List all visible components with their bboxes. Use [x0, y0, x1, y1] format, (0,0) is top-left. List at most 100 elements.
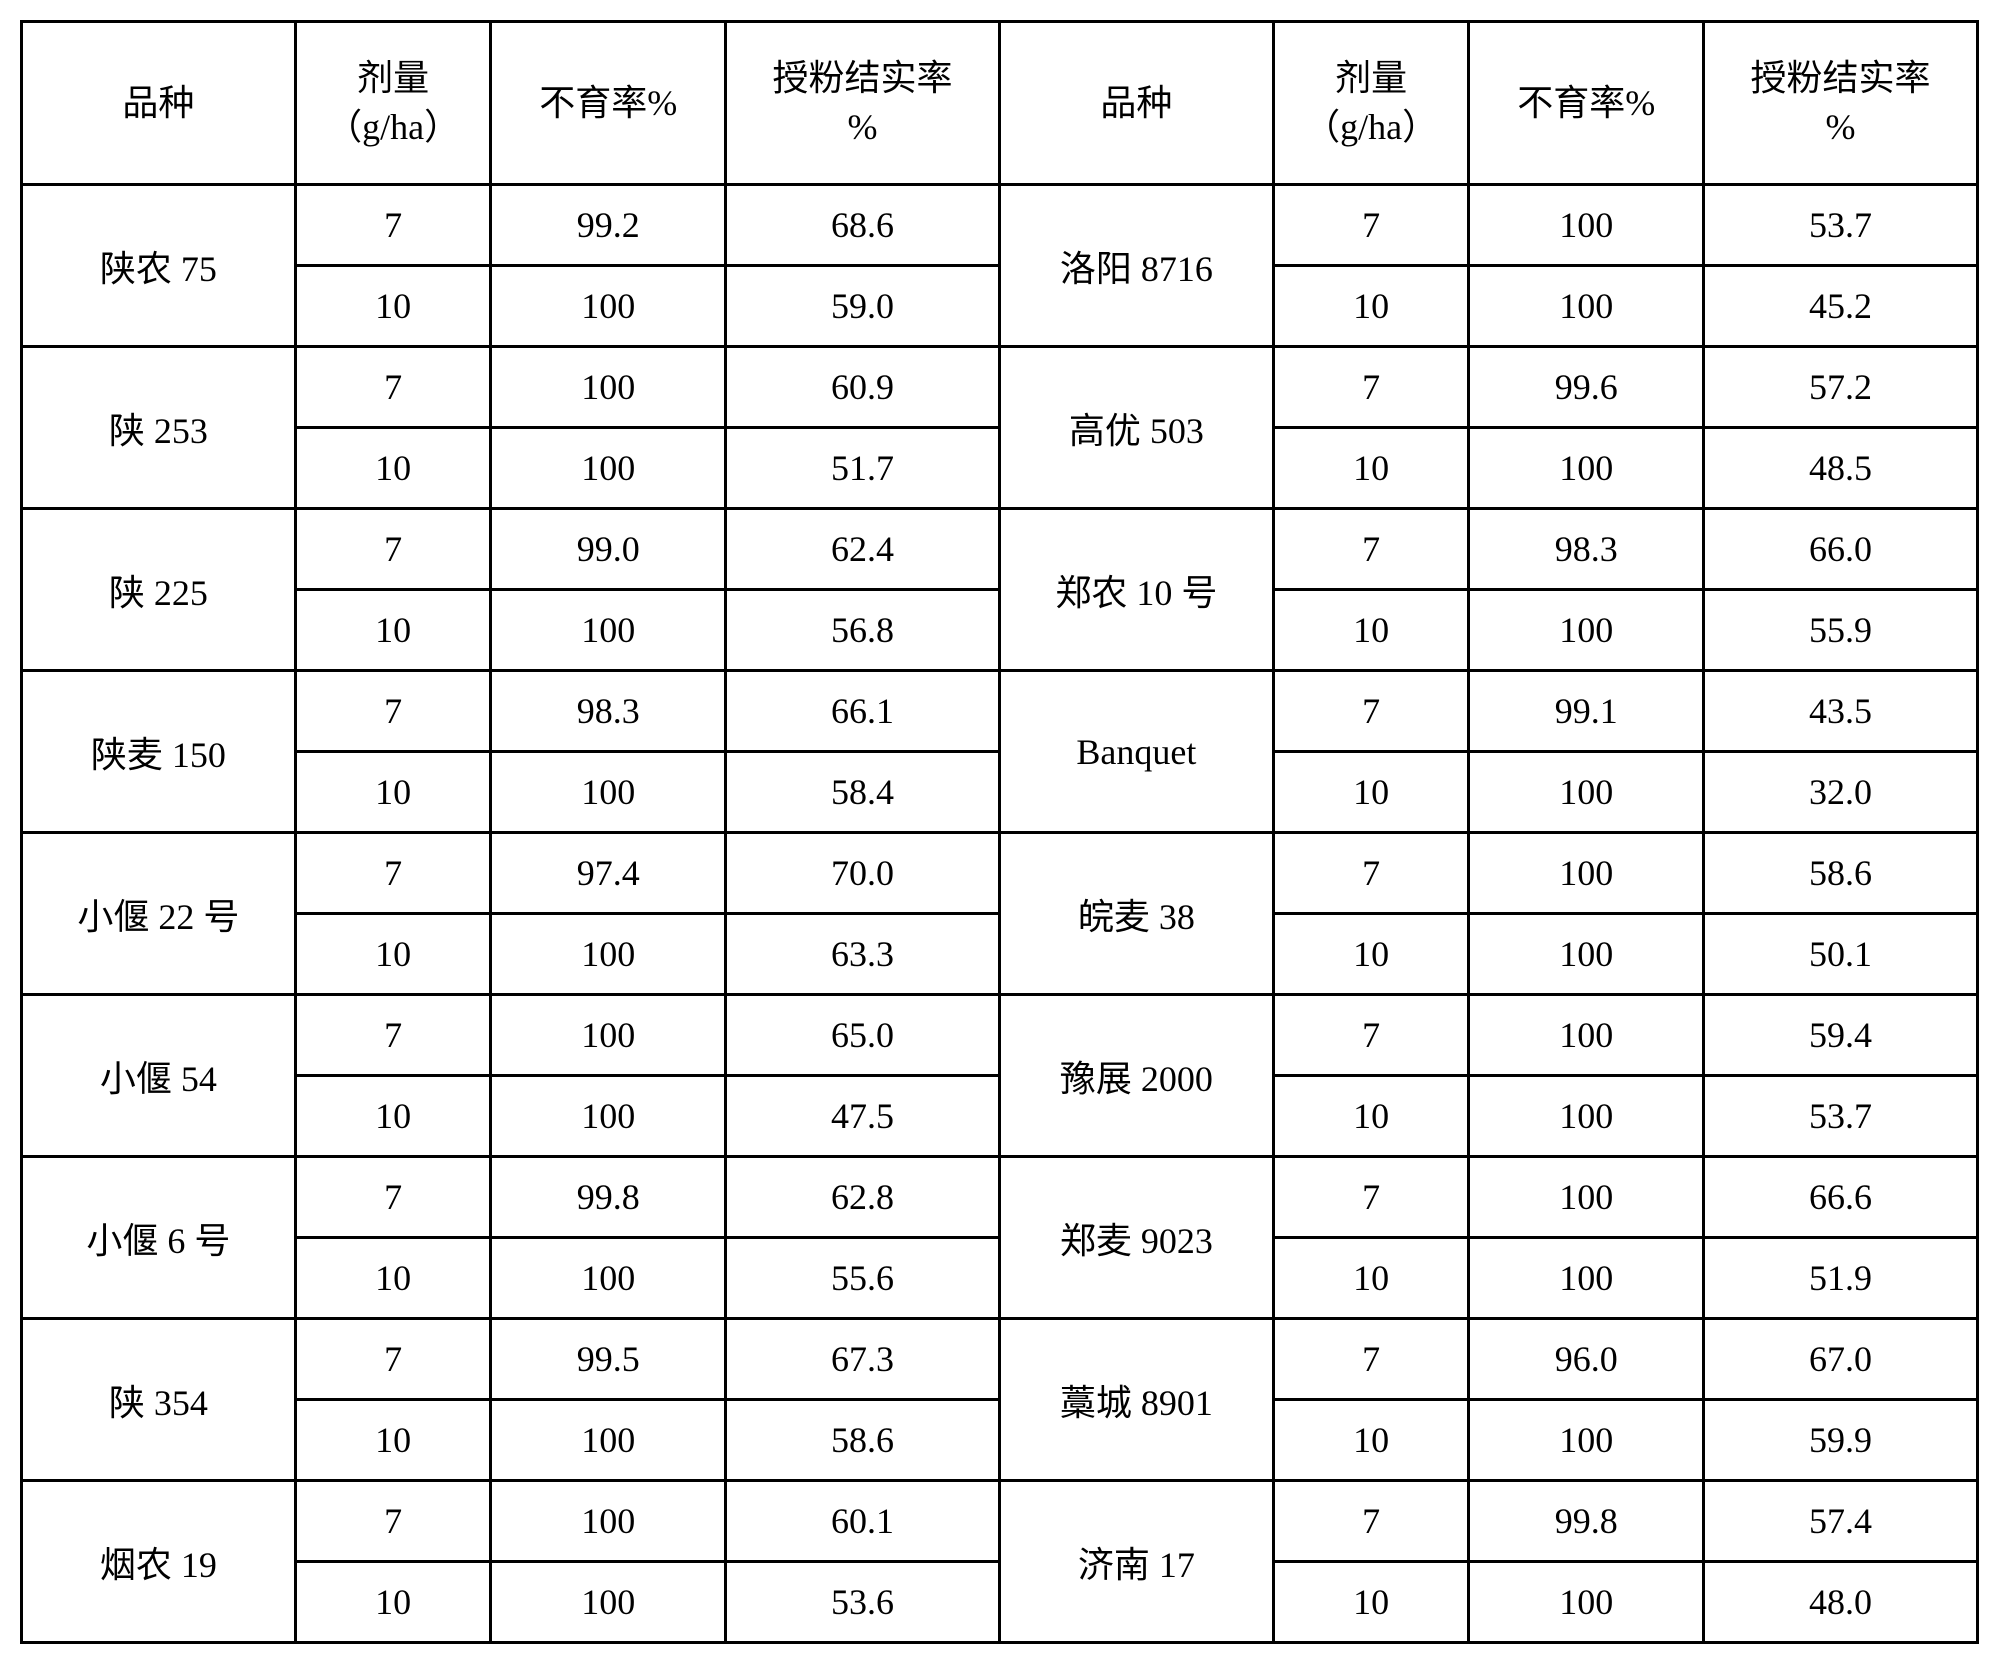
table-head: 品种 剂量（g/ha） 不育率% 授粉结实率% 品种 剂量（g/ha） 不育率%… — [22, 22, 1978, 185]
sterility-cell: 97.4 — [491, 833, 726, 914]
seedset-cell: 58.6 — [1704, 833, 1978, 914]
table-row: 陕麦 150798.366.1Banquet799.143.5 — [22, 671, 1978, 752]
dose-cell: 7 — [1273, 509, 1469, 590]
sterility-cell: 100 — [491, 590, 726, 671]
dose-cell: 10 — [1273, 428, 1469, 509]
sterility-cell: 100 — [491, 1562, 726, 1643]
dose-cell: 7 — [295, 1157, 491, 1238]
dose-cell: 10 — [295, 266, 491, 347]
table-row: 陕 354799.567.3藁城 8901796.067.0 — [22, 1319, 1978, 1400]
seedset-cell: 60.1 — [726, 1481, 1000, 1562]
dose-cell: 10 — [1273, 1238, 1469, 1319]
sterility-cell: 100 — [1469, 1238, 1704, 1319]
variety-cell: 皖麦 38 — [999, 833, 1273, 995]
sterility-cell: 100 — [491, 347, 726, 428]
data-table: 品种 剂量（g/ha） 不育率% 授粉结实率% 品种 剂量（g/ha） 不育率%… — [20, 20, 1979, 1644]
seedset-cell: 53.6 — [726, 1562, 1000, 1643]
dose-cell: 7 — [295, 671, 491, 752]
header-variety-left: 品种 — [22, 22, 296, 185]
table-row: 陕农 75799.268.6洛阳 8716710053.7 — [22, 185, 1978, 266]
table-container: 品种 剂量（g/ha） 不育率% 授粉结实率% 品种 剂量（g/ha） 不育率%… — [20, 20, 1979, 1644]
sterility-cell: 98.3 — [491, 671, 726, 752]
dose-cell: 10 — [1273, 1076, 1469, 1157]
dose-cell: 7 — [295, 1481, 491, 1562]
seedset-cell: 59.9 — [1704, 1400, 1978, 1481]
header-seedset-left: 授粉结实率% — [726, 22, 1000, 185]
sterility-cell: 100 — [1469, 590, 1704, 671]
table-row: 陕 225799.062.4郑农 10 号798.366.0 — [22, 509, 1978, 590]
header-dose-right: 剂量（g/ha） — [1273, 22, 1469, 185]
variety-cell: 陕 225 — [22, 509, 296, 671]
variety-cell: 郑麦 9023 — [999, 1157, 1273, 1319]
dose-cell: 10 — [295, 914, 491, 995]
seedset-cell: 66.1 — [726, 671, 1000, 752]
dose-cell: 7 — [1273, 1319, 1469, 1400]
sterility-cell: 100 — [1469, 428, 1704, 509]
seedset-cell: 53.7 — [1704, 185, 1978, 266]
dose-cell: 10 — [1273, 914, 1469, 995]
seedset-cell: 51.9 — [1704, 1238, 1978, 1319]
sterility-cell: 100 — [1469, 1400, 1704, 1481]
dose-cell: 7 — [1273, 671, 1469, 752]
seedset-cell: 62.4 — [726, 509, 1000, 590]
variety-cell: 陕农 75 — [22, 185, 296, 347]
seedset-cell: 48.5 — [1704, 428, 1978, 509]
sterility-cell: 100 — [1469, 995, 1704, 1076]
variety-cell: 豫展 2000 — [999, 995, 1273, 1157]
seedset-cell: 45.2 — [1704, 266, 1978, 347]
variety-cell: 小偃 54 — [22, 995, 296, 1157]
dose-cell: 7 — [1273, 995, 1469, 1076]
seedset-cell: 58.6 — [726, 1400, 1000, 1481]
sterility-cell: 96.0 — [1469, 1319, 1704, 1400]
seedset-cell: 57.4 — [1704, 1481, 1978, 1562]
seedset-cell: 56.8 — [726, 590, 1000, 671]
seedset-cell: 66.0 — [1704, 509, 1978, 590]
seedset-cell: 62.8 — [726, 1157, 1000, 1238]
table-body: 陕农 75799.268.6洛阳 8716710053.71010059.010… — [22, 185, 1978, 1643]
dose-cell: 10 — [1273, 590, 1469, 671]
table-row: 小偃 6 号799.862.8郑麦 9023710066.6 — [22, 1157, 1978, 1238]
dose-cell: 10 — [295, 428, 491, 509]
dose-cell: 7 — [1273, 1157, 1469, 1238]
dose-cell: 10 — [1273, 752, 1469, 833]
sterility-cell: 100 — [491, 995, 726, 1076]
seedset-cell: 47.5 — [726, 1076, 1000, 1157]
variety-cell: 郑农 10 号 — [999, 509, 1273, 671]
sterility-cell: 100 — [491, 1238, 726, 1319]
sterility-cell: 99.6 — [1469, 347, 1704, 428]
header-row: 品种 剂量（g/ha） 不育率% 授粉结实率% 品种 剂量（g/ha） 不育率%… — [22, 22, 1978, 185]
sterility-cell: 100 — [1469, 1076, 1704, 1157]
dose-cell: 10 — [295, 1562, 491, 1643]
sterility-cell: 99.8 — [1469, 1481, 1704, 1562]
variety-cell: 小偃 6 号 — [22, 1157, 296, 1319]
sterility-cell: 99.1 — [1469, 671, 1704, 752]
variety-cell: 藁城 8901 — [999, 1319, 1273, 1481]
dose-cell: 7 — [295, 995, 491, 1076]
header-seedset-right: 授粉结实率% — [1704, 22, 1978, 185]
variety-cell: 陕 354 — [22, 1319, 296, 1481]
sterility-cell: 100 — [491, 1481, 726, 1562]
dose-cell: 10 — [1273, 1562, 1469, 1643]
seedset-cell: 59.0 — [726, 266, 1000, 347]
sterility-cell: 100 — [491, 266, 726, 347]
seedset-cell: 70.0 — [726, 833, 1000, 914]
seedset-cell: 57.2 — [1704, 347, 1978, 428]
header-sterility-left: 不育率% — [491, 22, 726, 185]
seedset-cell: 63.3 — [726, 914, 1000, 995]
variety-cell: 小偃 22 号 — [22, 833, 296, 995]
sterility-cell: 99.8 — [491, 1157, 726, 1238]
sterility-cell: 99.0 — [491, 509, 726, 590]
sterility-cell: 98.3 — [1469, 509, 1704, 590]
variety-cell: 高优 503 — [999, 347, 1273, 509]
seedset-cell: 65.0 — [726, 995, 1000, 1076]
sterility-cell: 100 — [491, 914, 726, 995]
sterility-cell: 100 — [491, 1400, 726, 1481]
dose-cell: 10 — [295, 1238, 491, 1319]
seedset-cell: 53.7 — [1704, 1076, 1978, 1157]
dose-cell: 7 — [1273, 185, 1469, 266]
header-sterility-right: 不育率% — [1469, 22, 1704, 185]
dose-cell: 7 — [295, 833, 491, 914]
sterility-cell: 100 — [491, 428, 726, 509]
variety-cell: 洛阳 8716 — [999, 185, 1273, 347]
seedset-cell: 67.3 — [726, 1319, 1000, 1400]
